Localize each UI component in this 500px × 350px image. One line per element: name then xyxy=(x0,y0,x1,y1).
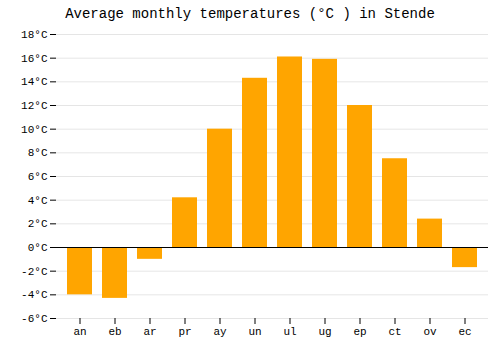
svg-text:12°C: 12°C xyxy=(21,100,48,112)
svg-text:ec: ec xyxy=(458,326,471,338)
svg-text:ay: ay xyxy=(213,326,227,338)
svg-text:6°C: 6°C xyxy=(28,171,48,183)
svg-text:-4°C: -4°C xyxy=(21,289,48,301)
html-text:Average monthly temperatures (: Average monthly temperatures (°C ) in St… xyxy=(65,6,435,22)
svg-text:18°C: 18°C xyxy=(21,29,48,41)
svg-text:8°C: 8°C xyxy=(28,147,48,159)
svg-text:ov: ov xyxy=(423,326,437,338)
svg-text:un: un xyxy=(248,326,261,338)
svg-text:10°C: 10°C xyxy=(21,124,48,136)
svg-text:4°C: 4°C xyxy=(28,195,48,207)
svg-text:14°C: 14°C xyxy=(21,76,48,88)
svg-text:ct: ct xyxy=(388,326,401,338)
svg-text:eb: eb xyxy=(108,326,121,338)
svg-text:2°C: 2°C xyxy=(28,218,48,230)
svg-text:ul: ul xyxy=(283,326,296,338)
svg-text:pr: pr xyxy=(178,326,191,338)
svg-text:0°C: 0°C xyxy=(28,242,48,254)
svg-text:ep: ep xyxy=(353,326,366,338)
svg-text:-2°C: -2°C xyxy=(21,266,48,278)
svg-text:16°C: 16°C xyxy=(21,53,48,65)
svg-text:-6°C: -6°C xyxy=(21,313,48,325)
svg-text:ar: ar xyxy=(143,326,156,338)
svg-text:an: an xyxy=(73,326,86,338)
svg-text:ug: ug xyxy=(318,326,331,338)
